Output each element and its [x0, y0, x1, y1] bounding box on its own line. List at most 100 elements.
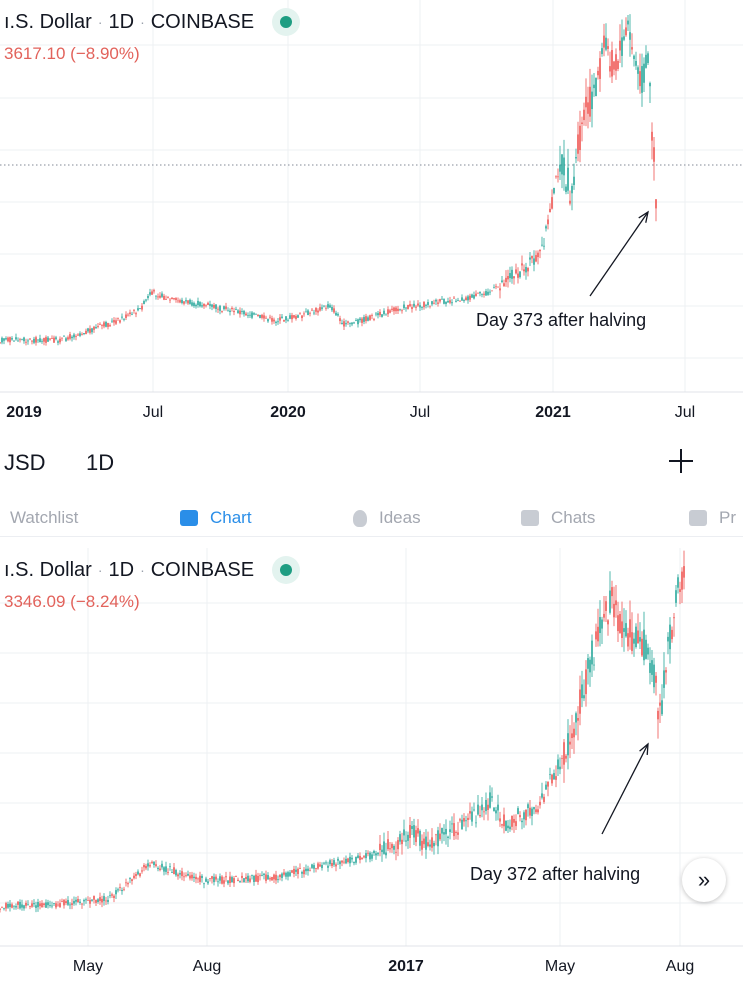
candle [261, 871, 263, 877]
candle [487, 798, 489, 821]
candle [221, 875, 223, 885]
candle [115, 887, 117, 899]
x-axis-tick-label: 2021 [535, 404, 571, 421]
candle [379, 309, 381, 318]
candle [641, 53, 643, 107]
candle [193, 872, 195, 883]
candle [313, 309, 315, 316]
x-axis-tick-label: 2017 [388, 958, 424, 975]
candle [3, 337, 5, 345]
market-status-icon[interactable] [272, 556, 301, 584]
candle [623, 608, 625, 652]
candle [61, 898, 63, 903]
candle [559, 145, 561, 180]
candle [579, 675, 581, 726]
candle [385, 313, 387, 316]
candle [59, 899, 61, 909]
bottom-chart-panel[interactable]: ı.S. Dollar · 1D · COINBASE 3346.09 (−8.… [0, 548, 743, 992]
candle [283, 869, 285, 877]
market-status-icon[interactable] [272, 8, 301, 36]
candle [359, 852, 361, 864]
candle [567, 148, 569, 195]
candle [519, 271, 521, 279]
candle [121, 887, 123, 895]
candle [553, 769, 555, 780]
candle [105, 320, 107, 328]
tab-watchlist[interactable]: Watchlist [10, 508, 78, 528]
candle [37, 898, 39, 912]
candle [349, 322, 351, 328]
candle [189, 298, 191, 305]
candle [563, 738, 565, 783]
candle [289, 312, 291, 320]
candle [407, 831, 409, 849]
x-axis-tick-label: Jul [410, 404, 430, 421]
candle [109, 323, 111, 328]
candle [319, 861, 321, 867]
lightbulb-icon [353, 509, 367, 527]
candle [321, 862, 323, 871]
candle [563, 139, 565, 191]
candle [295, 314, 297, 321]
candle [531, 806, 533, 826]
tab-chats[interactable]: Chats [521, 508, 595, 528]
top-price-chart[interactable]: 2019 Jul 2020 Jul 2021 Jul Day 373 after halvi… [0, 0, 743, 432]
candle [621, 601, 623, 648]
candle [257, 872, 259, 885]
candle [593, 657, 595, 671]
candle [113, 317, 115, 326]
candle [651, 649, 653, 682]
candle [285, 871, 287, 880]
candle [271, 315, 273, 325]
candle [445, 819, 447, 845]
more-button[interactable]: » [682, 858, 726, 902]
candle [637, 65, 639, 90]
top-chart-panel[interactable]: ı.S. Dollar · 1D · COINBASE 3617.10 (−8.… [0, 0, 743, 432]
tab-ideas[interactable]: Ideas [353, 508, 421, 528]
candle [41, 338, 43, 344]
candle [405, 307, 407, 312]
candle [615, 584, 617, 618]
candle [175, 868, 177, 877]
candle [117, 317, 119, 322]
interval-selector[interactable]: 1D [86, 450, 115, 475]
candle [281, 872, 283, 882]
candle [585, 660, 587, 707]
candle [347, 857, 349, 864]
candle [27, 338, 29, 345]
tab-chats-label: Chats [551, 508, 596, 527]
candle [673, 613, 675, 637]
bottom-price-change: 3346.09 (−8.24%) [4, 592, 140, 611]
candle [369, 314, 371, 322]
candle [643, 611, 645, 666]
add-icon[interactable] [664, 444, 698, 478]
tab-profile[interactable]: Pr [689, 508, 736, 528]
candle [59, 336, 61, 345]
candle [101, 895, 103, 908]
candle [289, 869, 291, 878]
candle [21, 899, 23, 911]
candle [627, 627, 629, 652]
candle [581, 670, 583, 708]
candle [421, 834, 423, 856]
candle [619, 610, 621, 634]
candle [509, 819, 511, 832]
legend-separator: · [97, 562, 103, 578]
candle [395, 841, 397, 861]
candle [113, 894, 115, 903]
candle [489, 289, 491, 296]
candle [253, 312, 255, 316]
tab-chart[interactable]: Chart [180, 508, 252, 528]
candle [597, 66, 599, 80]
candle [413, 818, 415, 846]
candle [369, 851, 371, 863]
candle [441, 296, 443, 300]
symbol-selector[interactable]: JSD [4, 450, 46, 475]
candle [129, 309, 131, 317]
candle [91, 327, 93, 335]
candle [521, 255, 523, 271]
candle [23, 336, 25, 344]
bottom-exchange: COINBASE [150, 558, 255, 581]
candle [675, 585, 677, 607]
bottom-price-chart[interactable]: May Aug 2017 May Aug Day 372 after halving [0, 548, 743, 992]
